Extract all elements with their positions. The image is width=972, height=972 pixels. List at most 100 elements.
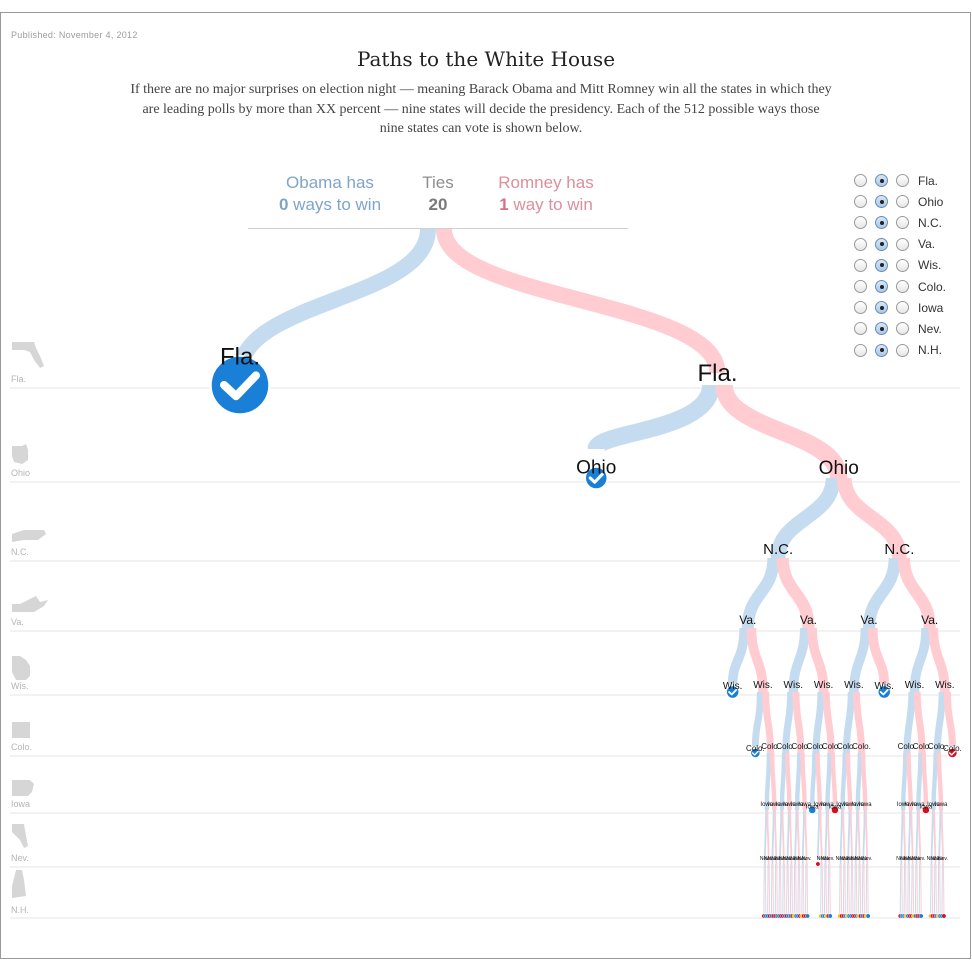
node-label-RROORRR: Iowa [768, 802, 781, 808]
nev-obama-radio[interactable] [854, 322, 867, 336]
picker-row-wis: Wis. [854, 255, 964, 276]
obama-branch-RRROOORO [847, 809, 851, 865]
obama-branch-RRORORRO [801, 809, 805, 865]
node-label-RRROORRO: Nev. [858, 856, 868, 862]
picker-row-iowa: Iowa [854, 297, 964, 318]
node-label-RRRO: Va. [861, 613, 878, 627]
ohio-obama-radio[interactable] [854, 195, 867, 209]
obama-win-node-RROORO[interactable] [749, 747, 762, 759]
obama-win-node-RRORORRRR[interactable] [805, 913, 810, 919]
published-date: Published: November 4, 2012 [11, 30, 138, 40]
node-label-RRROOR: Colo. [852, 742, 871, 751]
obama-branch-RRROOOOO [839, 809, 843, 865]
nc-undecided-radio[interactable] [875, 216, 888, 230]
romney-win-node-RRRRRORRR[interactable] [941, 913, 947, 919]
ohio-icon [12, 444, 28, 464]
obama-win-node-RRRRORORR[interactable] [918, 913, 924, 919]
intro-text: If there are no major surprises on elect… [130, 82, 832, 136]
obama-branch-RROO [741, 557, 780, 629]
romney-win-node-RRORRORO[interactable] [815, 861, 821, 867]
fla-obama-radio[interactable] [854, 174, 867, 188]
fla-undecided-radio[interactable] [875, 174, 888, 188]
level-label-colo: Colo. [11, 742, 32, 752]
obama-branch-RROROOOO [779, 809, 783, 865]
nc-obama-radio[interactable] [854, 216, 867, 230]
node-label-RROROROR: Nev. [794, 856, 804, 862]
nh-romney-radio[interactable] [896, 343, 909, 357]
picker-label-nh: N.H. [918, 343, 942, 358]
obama-branch-RRRRROOO [930, 809, 934, 865]
ohio-undecided-radio[interactable] [875, 195, 888, 209]
romney-branch-RRRRR [928, 627, 950, 693]
obama-branch-RRORRORO [817, 809, 821, 860]
node-label-RRORR: Wis. [814, 680, 833, 691]
romney-branch-RRRROROR [918, 809, 922, 865]
picker-label-wis: Wis. [918, 258, 942, 273]
nh-obama-radio[interactable] [854, 343, 867, 357]
node-label-RRRROROR: Nev. [915, 856, 925, 862]
romney-branch-RRROOORR [849, 809, 853, 865]
obama-win-node-RO[interactable] [584, 466, 608, 490]
nh-undecided-radio[interactable] [875, 343, 888, 357]
node-label-RRRRRR: Colo. [943, 744, 962, 753]
iowa-obama-radio[interactable] [854, 301, 867, 315]
obama-win-node-RRORROO[interactable] [808, 806, 816, 814]
obama-win-node-RROOO[interactable] [725, 684, 740, 700]
node-label-RRRROROO: Nev. [911, 856, 921, 862]
va-romney-radio[interactable] [896, 237, 909, 251]
node-label-RROROOO: Iowa [776, 802, 789, 808]
obama-win-node-RRROORRRR[interactable] [865, 913, 871, 919]
wis-obama-radio[interactable] [854, 258, 867, 272]
result-marker [805, 913, 810, 919]
node-label-RROORR: Colo. [761, 742, 780, 751]
obama-branch-RRORRROO [824, 809, 828, 865]
obama-ways-suffix: ways to win [288, 195, 382, 214]
romney-win-node-RRRRRR[interactable] [946, 747, 959, 759]
iowa-romney-radio[interactable] [896, 301, 909, 315]
node-label-RRROOORO: Nev. [843, 856, 853, 862]
obama-win-node-RRROR[interactable] [876, 684, 892, 700]
obama-branch-RROROROO [794, 809, 798, 865]
picker-row-nev: Nev. [854, 318, 964, 339]
romney-branch-RRRROORR [910, 809, 914, 865]
ohio-romney-radio[interactable] [896, 195, 909, 209]
picker-label-colo: Colo. [918, 279, 947, 294]
node-label-RRORORRR: Nev. [802, 856, 812, 862]
node-label-RRRRROOR: Nev. [930, 856, 940, 862]
fla-romney-radio[interactable] [896, 174, 909, 188]
node-label-RROROORO: Nev. [783, 856, 793, 862]
romney-branch-RRRROOOR [902, 809, 906, 865]
node-label-RRROOOOR: Nev. [839, 856, 849, 862]
node-label-RRROOOR: Iowa [844, 802, 857, 808]
obama-branch-RRRROOOO [900, 809, 904, 865]
result-marker [865, 913, 871, 919]
colo-romney-radio[interactable] [896, 280, 909, 294]
wis-romney-radio[interactable] [896, 258, 909, 272]
node-label-RRROO: Wis. [844, 680, 863, 691]
level-label-va: Va. [11, 617, 24, 627]
wis-undecided-radio[interactable] [875, 258, 888, 272]
obama-branch-RRROOOO [840, 752, 847, 811]
nev-romney-radio[interactable] [896, 322, 909, 336]
obama-win-node-RRORRRORR[interactable] [827, 913, 833, 919]
romney-ways-count: 1 [499, 195, 509, 214]
picker-row-ohio: Ohio [854, 191, 964, 212]
obama-branch-RRRROROO [915, 809, 919, 865]
tally-divider [248, 228, 628, 229]
node-label-RRRROOR: Iowa [904, 802, 917, 808]
picker-label-fla: Fla. [918, 173, 939, 188]
va-undecided-radio[interactable] [875, 237, 888, 251]
va-obama-radio[interactable] [854, 237, 867, 251]
obama-win-node-O[interactable] [210, 355, 270, 415]
romney-branch-RRROOR [853, 691, 865, 754]
colo-obama-radio[interactable] [854, 280, 867, 294]
iowa-undecided-radio[interactable] [875, 301, 888, 315]
romney-win-node-RRRRORR[interactable] [922, 806, 930, 814]
state-picker: Fla. Ohio N.C. Va. Wis. Colo. Iowa Nev. … [854, 170, 964, 361]
virginia-icon [12, 596, 48, 612]
node-label-RRRROR: Colo. [913, 742, 932, 751]
romney-win-node-RRORRRR[interactable] [831, 806, 839, 814]
colo-undecided-radio[interactable] [875, 280, 888, 294]
nc-romney-radio[interactable] [896, 216, 909, 230]
nev-undecided-radio[interactable] [875, 322, 888, 336]
